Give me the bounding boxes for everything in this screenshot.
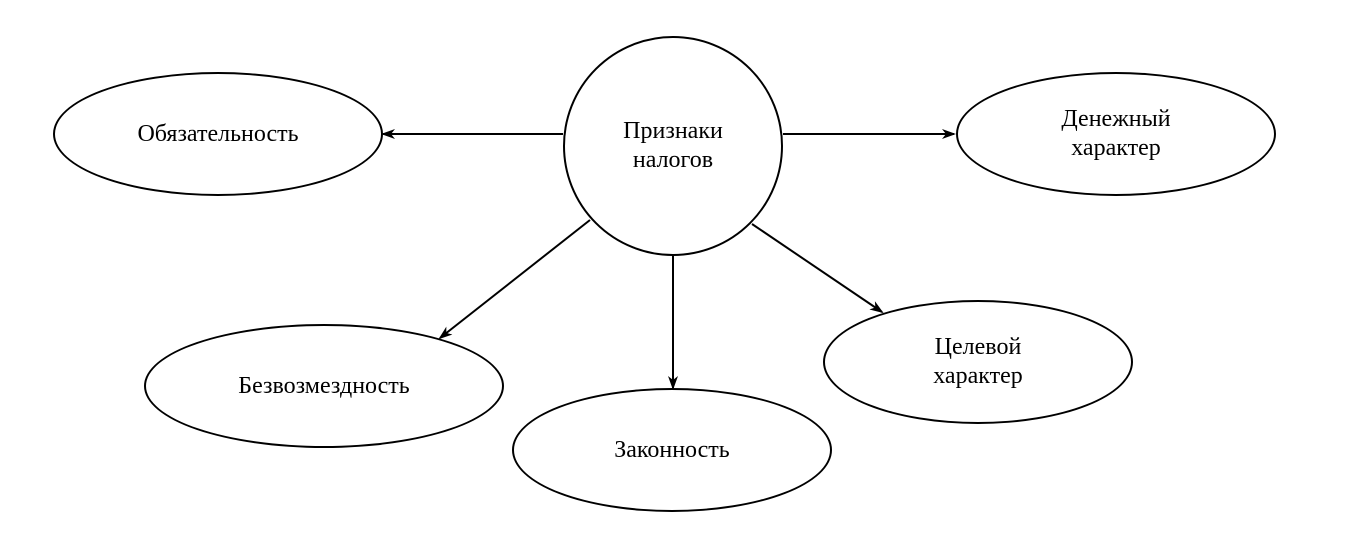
node-obyazatelnost: Обязательность [53, 72, 383, 196]
node-label-obyazatelnost: Обязательность [137, 120, 298, 149]
diagram-root: Признаки налогов Обязательность Денежный х… [0, 0, 1361, 539]
node-label-zakonnost: Законность [614, 436, 730, 465]
node-center: Признаки налогов [563, 36, 783, 256]
node-label-bezvozmezdnost: Безвозмездность [238, 372, 409, 401]
node-label-tselevoy: Целевой характер [933, 333, 1022, 391]
edge-center-to-bezvozmezdnost [440, 220, 590, 338]
edge-center-to-tselevoy [752, 224, 882, 312]
node-label-denezhny: Денежный характер [1061, 105, 1170, 163]
node-label-center: Признаки налогов [623, 117, 723, 175]
node-bezvozmezdnost: Безвозмездность [144, 324, 504, 448]
node-denezhny: Денежный характер [956, 72, 1276, 196]
node-tselevoy: Целевой характер [823, 300, 1133, 424]
node-zakonnost: Законность [512, 388, 832, 512]
